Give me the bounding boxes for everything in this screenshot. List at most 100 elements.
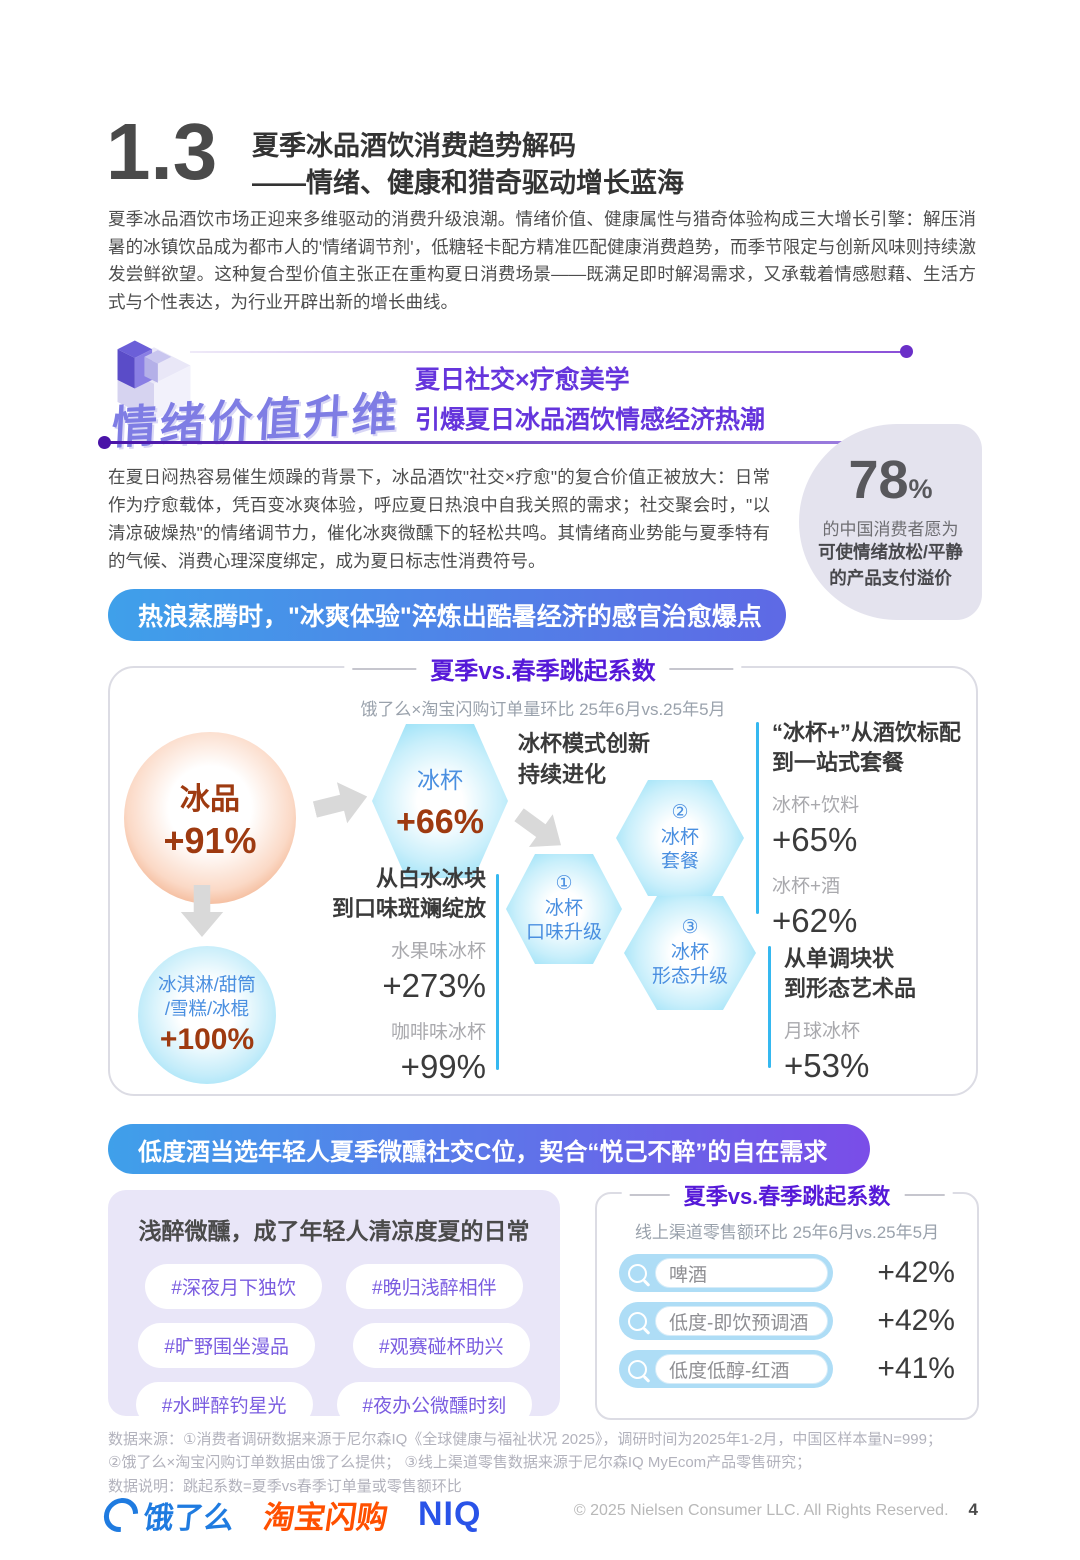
title-line-left — [352, 667, 417, 670]
title-line-right — [669, 667, 734, 670]
hashtag-pill: #观赛碰杯助兴 — [353, 1323, 530, 1368]
stat-label: 咖啡味冰杯 — [390, 1022, 486, 1043]
banner-low-alcohol: 低度酒当选年轻人夏季微醺社交C位，契合“悦己不醉”的自在需求 — [108, 1124, 870, 1174]
stat-caption-line3: 的产品支付溢价 — [829, 567, 952, 588]
search-icon — [628, 1311, 647, 1331]
page-number: 4 — [968, 1500, 978, 1519]
search-pill: 啤酒 — [619, 1254, 833, 1292]
intro-paragraph: 夏季冰品酒饮市场正迎来多维驱动的消费升级浪潮。情绪价值、健康属性与猎奇体验构成三… — [108, 209, 976, 312]
section-stamp: 情绪价值升维 — [110, 387, 401, 454]
taobao-shangou-logo: 淘宝闪购 — [261, 1500, 391, 1535]
source-line1: 数据来源：①消费者调研数据来源于尼尔森IQ《全球健康与福祉状况 2025》，调研… — [108, 1431, 942, 1448]
page-title-line2: ——情绪、健康和猎奇驱动增长蓝海 — [252, 168, 684, 198]
stat-caption-line1: 的中国消费者愿为 — [822, 520, 959, 540]
isometric-cube-icon — [106, 330, 202, 426]
retail-rows: 啤酒 +42% 低度-即饮预调酒 +42% 低度低醇-红酒 +41% — [597, 1254, 977, 1388]
retail-title-wrap: 夏季vs.春季跳起系数 — [621, 1179, 953, 1211]
ice-cream-bubble: 冰淇淋/甜筒 /雪糕/冰棍 +100% — [138, 946, 276, 1084]
hashtag-pill: #旷野围坐漫品 — [138, 1323, 315, 1368]
shape-stats-block: 从单调块状 到形态艺术品 月球冰杯 +53% — [784, 946, 917, 1084]
section-number: 1.3 — [106, 107, 218, 196]
arrow-down-right-icon — [506, 797, 574, 863]
flavor-divider-line — [496, 874, 499, 1070]
divider-top-dot — [900, 345, 913, 358]
retail-value: +42% — [877, 1304, 955, 1337]
ice-product-label: 冰品 — [180, 783, 240, 816]
title-line-right — [904, 1194, 945, 1196]
ice-cream-value: +100% — [159, 1022, 255, 1056]
eleme-logo-icon — [96, 1490, 146, 1539]
section-headline: 夏日社交×疗愈美学 引爆夏日冰品酒饮情感经济热潮 — [415, 360, 765, 440]
flavor-stats-block: 从白水冰块 到口味斑斓绽放 水果味冰杯 +273% 咖啡味冰杯 +99% — [260, 864, 486, 1086]
cup-evolution-note-line1: 冰杯模式创新 — [518, 731, 651, 756]
stat-value: +53% — [784, 1047, 870, 1084]
section-body-paragraph: 在夏日闷热容易催生烦躁的背景下，冰品酒饮"社交×疗愈"的复合价值正被放大：日常作… — [108, 467, 770, 571]
combo-stats-block: “冰杯+”从酒饮标配 到一站式套餐 冰杯+饮料 +65% 冰杯+酒 +62% — [772, 720, 961, 939]
stat-value: +62% — [772, 902, 858, 939]
retail-row: 啤酒 +42% — [619, 1254, 955, 1292]
hexagon-flavor-upgrade: ① 冰杯 口味升级 — [506, 854, 622, 964]
stat-label: 冰杯+饮料 — [772, 795, 860, 816]
page-title-line1: 夏季冰品酒饮消费趋势解码 — [252, 131, 576, 161]
stat-callout: 78% 的中国消费者愿为 可使情绪放松/平静 的产品支付溢价 — [799, 424, 982, 620]
retail-value: +42% — [877, 1256, 955, 1289]
stat-value: +273% — [382, 967, 486, 1004]
stat-value: 78% — [848, 450, 933, 511]
combo-divider-line — [756, 722, 759, 914]
copyright-text: © 2025 Nielsen Consumer LLC. All Rights … — [573, 1502, 949, 1519]
shape-divider-line — [768, 946, 771, 1068]
ice-cup-hexagon: 冰杯 +66% — [372, 724, 508, 878]
ice-cup-label: 冰杯 — [417, 766, 463, 793]
stat-label: 水果味冰杯 — [390, 941, 486, 962]
search-pill: 低度低醇-红酒 — [619, 1350, 833, 1388]
source-line2: ②饿了么×淘宝闪购订单数据由饿了么提供； ③线上渠道零售数据来源于尼尔森IQ M… — [108, 1454, 812, 1472]
cup-evolution-note: 冰杯模式创新 持续进化 — [518, 728, 650, 790]
banner-heat-experience: 热浪蒸腾时，"冰爽体验"淬炼出酷暑经济的感官治愈爆点 — [108, 589, 786, 641]
retail-row: 低度-即饮预调酒 +42% — [619, 1302, 955, 1340]
footer-right: © 2025 Nielsen Consumer LLC. All Rights … — [500, 1500, 978, 1520]
hexagon-shape-text: ③ 冰杯 形态升级 — [651, 916, 728, 988]
search-term: 低度-即饮预调酒 — [655, 1306, 828, 1336]
chart-title: 夏季vs.春季跳起系数 — [430, 658, 656, 685]
hashtag-rows: #深夜月下独饮 #晚归浅醉相伴 #旷野围坐漫品 #观赛碰杯助兴 #水畔醉钓星光 … — [108, 1264, 560, 1427]
hashtag-pill: #晚归浅醉相伴 — [346, 1264, 523, 1309]
hashtag-pill: #夜办公微醺时刻 — [336, 1382, 533, 1427]
hashtag-panel-title: 浅醉微醺，成了年轻人清凉度夏的日常 — [138, 1218, 530, 1244]
search-icon — [628, 1359, 647, 1379]
hexagon-combo-text: ② 冰杯 套餐 — [660, 801, 699, 873]
hashtag-panel: 浅醉微醺，成了年轻人清凉度夏的日常 #深夜月下独饮 #晚归浅醉相伴 #旷野围坐漫… — [108, 1190, 560, 1427]
ice-cup-value: +66% — [396, 802, 484, 841]
section-headline-line1: 夏日社交×疗愈美学 — [415, 366, 630, 394]
hexagon-shape-upgrade: ③ 冰杯 形态升级 — [624, 896, 756, 1010]
chart-title-wrap: 夏季vs.春季跳起系数 — [344, 651, 742, 686]
search-icon — [628, 1263, 647, 1283]
divider-top-line — [190, 351, 902, 353]
arrow-right-icon — [309, 774, 373, 832]
hexagon-flavor-text: ① 冰杯 口味升级 — [525, 872, 602, 944]
ice-cream-label: 冰淇淋/甜筒 /雪糕/冰棍 — [158, 974, 256, 1019]
niq-logo: NIQ — [418, 1495, 482, 1533]
divider-bottom-dot — [98, 436, 111, 449]
retail-jump-panel: 夏季vs.春季跳起系数 线上渠道零售额环比 25年6月vs.25年5月 啤酒 +… — [595, 1179, 979, 1420]
search-term: 啤酒 — [655, 1258, 828, 1288]
title-line-left — [629, 1194, 670, 1196]
search-pill: 低度-即饮预调酒 — [619, 1302, 833, 1340]
stat-caption-line2: 可使情绪放松/平静 — [818, 542, 963, 563]
jump-coefficient-panel: 夏季vs.春季跳起系数 饿了么×淘宝闪购订单量环比 25年6月vs.25年5月 … — [108, 651, 978, 1096]
data-source-notes: 数据来源：①消费者调研数据来源于尼尔森IQ《全球健康与福祉状况 2025》，调研… — [108, 1428, 980, 1498]
hashtag-pill: #深夜月下独饮 — [145, 1264, 322, 1309]
stat-label: 冰杯+酒 — [772, 876, 841, 897]
search-term: 低度低醇-红酒 — [655, 1354, 828, 1384]
retail-panel-title: 夏季vs.春季跳起系数 — [683, 1184, 891, 1209]
eleme-logo: 饿了么 — [96, 1490, 237, 1539]
chart-subtitle: 饿了么×淘宝闪购订单量环比 25年6月vs.25年5月 — [360, 700, 726, 719]
divider-bottom-line — [106, 441, 980, 444]
retail-value: +41% — [877, 1352, 955, 1385]
ice-product-bubble: 冰品 +91% — [124, 732, 296, 904]
ice-product-value: +91% — [163, 820, 257, 861]
footer-logos: 饿了么 淘宝闪购 NIQ — [96, 1490, 482, 1539]
stat-value: +99% — [400, 1048, 486, 1085]
section-headline-line2: 引爆夏日冰品酒饮情感经济热潮 — [415, 406, 766, 434]
page-title: 夏季冰品酒饮消费趋势解码 ——情绪、健康和猎奇驱动增长蓝海 — [252, 128, 684, 202]
retail-panel-subtitle: 线上渠道零售额环比 25年6月vs.25年5月 — [634, 1223, 940, 1242]
